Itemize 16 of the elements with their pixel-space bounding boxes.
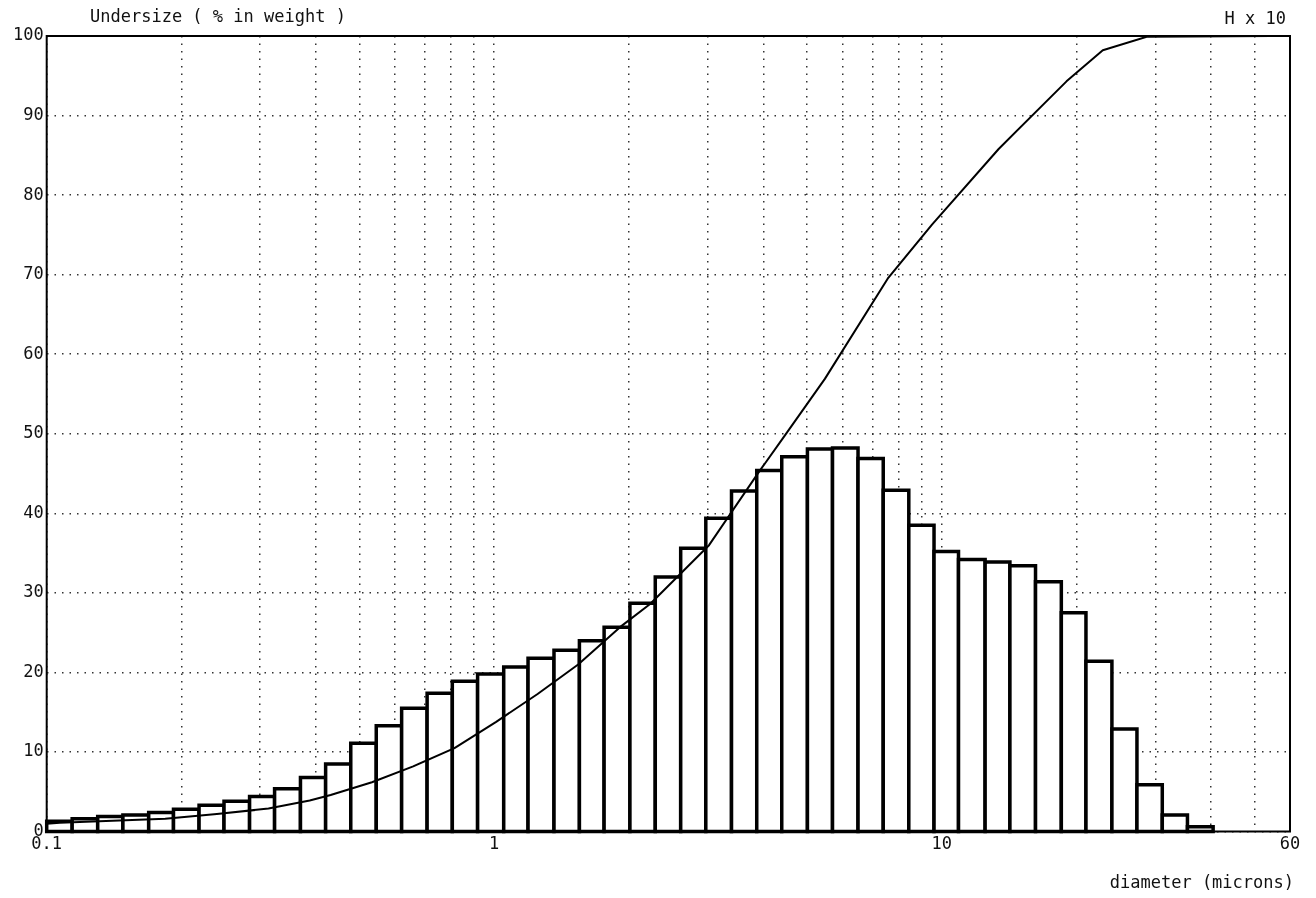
y-tick-label: 30 (23, 581, 44, 602)
y-tick-label: 100 (12, 24, 44, 45)
y-tick-label: 80 (23, 183, 44, 204)
x-tick-label: 1 (489, 833, 500, 854)
y-tick-label: 60 (23, 342, 44, 363)
y-tick-label: 50 (23, 422, 44, 443)
y-tick-label: 20 (23, 660, 44, 681)
x-tick-label: 10 (931, 833, 952, 854)
y-tick-label: 40 (23, 501, 44, 522)
x-tick-label: 60 (1279, 833, 1301, 854)
y-tick-label: 10 (23, 740, 44, 761)
y-tick-label: 70 (23, 263, 44, 284)
y-axis-title: Undersize ( % in weight ) (90, 6, 346, 26)
y-tick-label: 90 (23, 103, 44, 124)
text: H x 10 (1224, 8, 1286, 28)
x-axis-title: diameter (microns) (1109, 872, 1294, 892)
